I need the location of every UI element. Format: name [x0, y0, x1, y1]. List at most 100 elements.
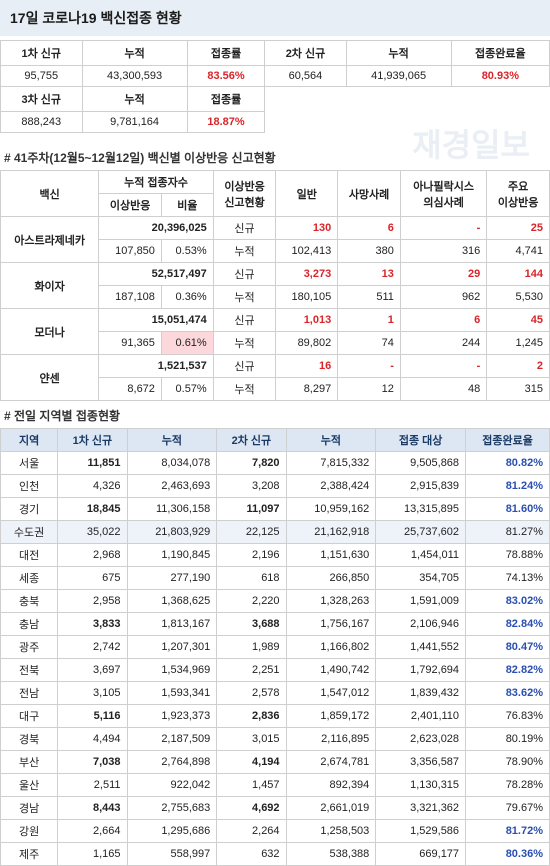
cum-major: 315	[487, 378, 550, 401]
first-new: 7,038	[58, 751, 127, 774]
first-new: 4,326	[58, 475, 127, 498]
th-death: 사망사례	[338, 171, 401, 217]
new-ana: 6	[400, 309, 486, 332]
new-ana: -	[400, 217, 486, 240]
adverse-cnt: 187,108	[99, 286, 162, 309]
done-rate: 80.82%	[466, 452, 550, 475]
cum2: 1,547,012	[286, 682, 376, 705]
cum2: 2,388,424	[286, 475, 376, 498]
cum-major: 5,530	[487, 286, 550, 309]
region-name: 부산	[1, 751, 58, 774]
table-row: 서울11,8518,034,0787,8207,815,3329,505,868…	[1, 452, 550, 475]
region-name: 대구	[1, 705, 58, 728]
target: 1,529,586	[376, 820, 466, 843]
first-new: 5,116	[58, 705, 127, 728]
row-new-label: 신규	[213, 355, 276, 378]
th-cum: 누적	[127, 429, 217, 452]
vaccine-name: 얀센	[1, 355, 99, 401]
table-row: 세종675277,190618266,850354,70574.13%	[1, 567, 550, 590]
first-new: 8,443	[58, 797, 127, 820]
th-major: 주요 이상반응	[487, 171, 550, 217]
cum-death: 12	[338, 378, 401, 401]
cum: 1,813,167	[127, 613, 217, 636]
first-new: 2,511	[58, 774, 127, 797]
first-new: 3,833	[58, 613, 127, 636]
th-done-rate: 접종완료율	[451, 41, 549, 66]
second-new: 1,989	[217, 636, 286, 659]
table-row: 경기18,84511,306,15811,09710,959,16213,315…	[1, 498, 550, 521]
cum-general: 180,105	[276, 286, 338, 309]
cum2: 2,116,895	[286, 728, 376, 751]
first-new: 2,664	[58, 820, 127, 843]
first-new: 4,494	[58, 728, 127, 751]
table-row: 광주2,7421,207,3011,9891,166,8021,441,5528…	[1, 636, 550, 659]
vaccine-name: 아스트라제네카	[1, 217, 99, 263]
second-new: 2,220	[217, 590, 286, 613]
cum-general: 102,413	[276, 240, 338, 263]
target: 2,623,028	[376, 728, 466, 751]
done-rate: 80.19%	[466, 728, 550, 751]
second-new: 2,264	[217, 820, 286, 843]
second-new: 2,836	[217, 705, 286, 728]
row-cum-label: 누적	[213, 332, 276, 355]
cum: 11,306,158	[127, 498, 217, 521]
cum: 1,593,341	[127, 682, 217, 705]
region-name: 충북	[1, 590, 58, 613]
region-name: 전북	[1, 659, 58, 682]
cum-ana: 316	[400, 240, 486, 263]
done-rate: 78.90%	[466, 751, 550, 774]
v-1st-new: 95,755	[1, 66, 83, 87]
table-row: 경북4,4942,187,5093,0152,116,8952,623,0288…	[1, 728, 550, 751]
cum-death: 380	[338, 240, 401, 263]
cum: 922,042	[127, 774, 217, 797]
row-new-label: 신규	[213, 263, 276, 286]
region-name: 경남	[1, 797, 58, 820]
done-rate: 81.72%	[466, 820, 550, 843]
done-rate: 80.47%	[466, 636, 550, 659]
target: 1,792,694	[376, 659, 466, 682]
region-name: 수도권	[1, 521, 58, 544]
first-new: 11,851	[58, 452, 127, 475]
table-row: 제주1,165558,997632538,388669,17780.36%	[1, 843, 550, 866]
second-new: 1,457	[217, 774, 286, 797]
cum2: 1,258,503	[286, 820, 376, 843]
target: 2,106,946	[376, 613, 466, 636]
top-summary: 1차 신규 누적 접종률 2차 신규 누적 접종완료율 95,755 43,30…	[0, 40, 550, 133]
th-adverse-cnt: 이상반응	[99, 194, 162, 217]
page-title: 17일 코로나19 백신접종 현황	[0, 0, 550, 36]
new-general: 1,013	[276, 309, 338, 332]
new-ana: -	[400, 355, 486, 378]
new-general: 3,273	[276, 263, 338, 286]
cum: 1,534,969	[127, 659, 217, 682]
cum-death: 74	[338, 332, 401, 355]
v-1st-cum: 43,300,593	[82, 66, 187, 87]
done-rate: 80.36%	[466, 843, 550, 866]
cum2: 2,661,019	[286, 797, 376, 820]
cum: 1,295,686	[127, 820, 217, 843]
cum2: 7,815,332	[286, 452, 376, 475]
v-3rd-cum: 9,781,164	[82, 112, 187, 133]
cum-general: 8,297	[276, 378, 338, 401]
target: 1,130,315	[376, 774, 466, 797]
v-3rd-new: 888,243	[1, 112, 83, 133]
cum2: 1,859,172	[286, 705, 376, 728]
cum: 1,368,625	[127, 590, 217, 613]
table-row: 인천4,3262,463,6933,2082,388,4242,915,8398…	[1, 475, 550, 498]
new-death: 13	[338, 263, 401, 286]
cum-general: 89,802	[276, 332, 338, 355]
done-rate: 83.62%	[466, 682, 550, 705]
cum: 21,803,929	[127, 521, 217, 544]
target: 1,591,009	[376, 590, 466, 613]
done-rate: 78.88%	[466, 544, 550, 567]
new-death: 6	[338, 217, 401, 240]
top-summary-table: 1차 신규 누적 접종률 2차 신규 누적 접종완료율 95,755 43,30…	[0, 40, 550, 133]
table-row: 울산2,511922,0421,457892,3941,130,31578.28…	[1, 774, 550, 797]
target: 2,915,839	[376, 475, 466, 498]
target: 1,441,552	[376, 636, 466, 659]
first-new: 2,958	[58, 590, 127, 613]
vaccine-table: 백신 누적 접종자수 이상반응 신고현황 일반 사망사례 아나필락시스 의심사례…	[0, 170, 550, 401]
done-rate: 81.27%	[466, 521, 550, 544]
table-row: 강원2,6641,295,6862,2641,258,5031,529,5868…	[1, 820, 550, 843]
row-cum-label: 누적	[213, 286, 276, 309]
second-new: 4,194	[217, 751, 286, 774]
